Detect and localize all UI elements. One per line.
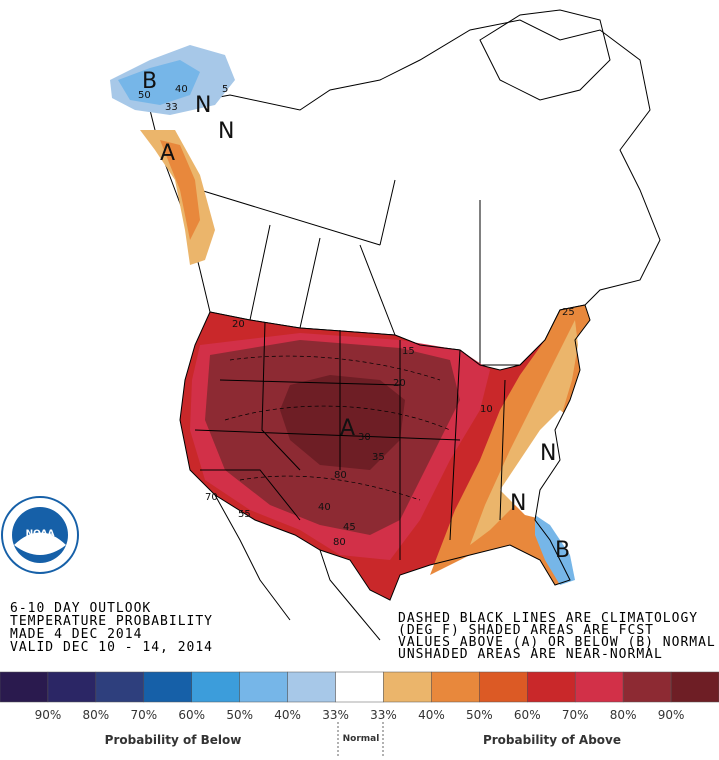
- legend-label: 33%: [370, 708, 397, 722]
- contour-label: 80: [334, 470, 347, 481]
- legend-swatch: [479, 671, 528, 703]
- legend-swatch: [670, 671, 719, 703]
- legend-swatch: [95, 671, 145, 703]
- contour-label: 15: [402, 346, 415, 357]
- province-lines: [199, 179, 481, 365]
- legend-swatch: [574, 671, 624, 703]
- legend-swatch: [431, 671, 480, 703]
- legend-swatch: [527, 671, 576, 703]
- contour-label: 20: [393, 378, 406, 389]
- legend-swatch: [383, 671, 432, 703]
- label-below: B: [142, 69, 157, 94]
- note-line: VALUES ABOVE (A) OR BELOW (B) NORMAL: [398, 635, 716, 650]
- above-50: [160, 140, 200, 240]
- us-outline: [179, 304, 591, 601]
- notes: DASHED BLACK LINES ARE CLIMATOLOGY (DEG …: [398, 611, 716, 662]
- contour-label: 45: [343, 522, 356, 533]
- contour-label: 40: [318, 502, 331, 513]
- title-line: MADE 4 DEC 2014: [10, 627, 142, 642]
- state-lines: [194, 321, 506, 560]
- map-labels: A A B B N N N N 30 35 40 45 80 80 70 55 …: [138, 69, 575, 563]
- contour-label: 35: [372, 452, 385, 463]
- legend-label: 90%: [35, 708, 62, 722]
- title-line: TEMPERATURE PROBABILITY: [10, 614, 213, 629]
- logo: NOAA: [1, 496, 79, 574]
- legend-swatch: [287, 671, 336, 703]
- legend-heading: Normal: [343, 734, 380, 744]
- legend-heading: Probability of Above: [483, 733, 621, 747]
- label-above: A: [340, 416, 355, 441]
- title-line: 6-10 DAY OUTLOOK: [10, 601, 151, 616]
- logo-wave: [14, 532, 66, 555]
- label-normal: N: [195, 93, 211, 118]
- above-40-east: [470, 320, 578, 545]
- contour-label: 30: [358, 432, 371, 443]
- label-normal: N: [510, 491, 526, 516]
- legend: Probability of Below Normal Probability …: [0, 671, 719, 756]
- legend-swatch: [143, 671, 192, 703]
- contour-label: 80: [333, 537, 346, 548]
- above-90-core: [280, 375, 405, 470]
- legend-swatch: [239, 671, 288, 703]
- legend-label: 80%: [83, 708, 110, 722]
- contour-label: 20: [232, 319, 245, 330]
- contour-label: 40: [175, 84, 188, 95]
- legend-label: 90%: [658, 708, 685, 722]
- legend-label: 40%: [418, 708, 445, 722]
- label-above: A: [160, 141, 175, 166]
- contour-label: 5: [222, 84, 228, 95]
- label-normal: N: [218, 119, 234, 144]
- contour-label: 70: [205, 492, 218, 503]
- note-line: (DEG F) SHADED AREAS ARE FCST: [398, 623, 654, 638]
- legend-label: 70%: [562, 708, 589, 722]
- legend-swatch: [0, 671, 49, 703]
- title-line: VALID DEC 10 - 14, 2014: [10, 640, 213, 655]
- legend-swatch: [335, 671, 384, 703]
- label-normal: N: [540, 441, 556, 466]
- legend-label: 80%: [610, 708, 637, 722]
- logo-text: NOAA: [26, 529, 55, 539]
- near-normal: [500, 410, 585, 520]
- below-40: [118, 60, 200, 105]
- map: [110, 9, 661, 641]
- contour-label: 25: [562, 307, 575, 318]
- mexico-outline: [214, 494, 381, 641]
- contour-label: 55: [238, 509, 251, 520]
- contour-label: 50: [138, 90, 151, 101]
- contour-label: 33: [165, 102, 178, 113]
- title-block: 6-10 DAY OUTLOOK TEMPERATURE PROBABILITY…: [10, 601, 213, 655]
- legend-label: 70%: [130, 708, 157, 722]
- legend-label: 50%: [226, 708, 253, 722]
- legend-swatch: [191, 671, 240, 703]
- above-40: [140, 130, 215, 265]
- legend-heading: Probability of Below: [105, 733, 242, 747]
- legend-swatch: [622, 671, 672, 703]
- legend-label: 40%: [274, 708, 301, 722]
- note-line: UNSHADED AREAS ARE NEAR-NORMAL: [398, 647, 663, 662]
- legend-label: 50%: [466, 708, 493, 722]
- legend-label: 60%: [514, 708, 541, 722]
- legend-label: 33%: [322, 708, 349, 722]
- legend-label: 60%: [178, 708, 205, 722]
- contour-label: 10: [480, 404, 493, 415]
- climatology-contours: [224, 355, 451, 501]
- legend-swatch: [47, 671, 97, 703]
- label-below: B: [555, 538, 570, 563]
- greenland: [479, 9, 611, 101]
- note-line: DASHED BLACK LINES ARE CLIMATOLOGY: [398, 611, 698, 626]
